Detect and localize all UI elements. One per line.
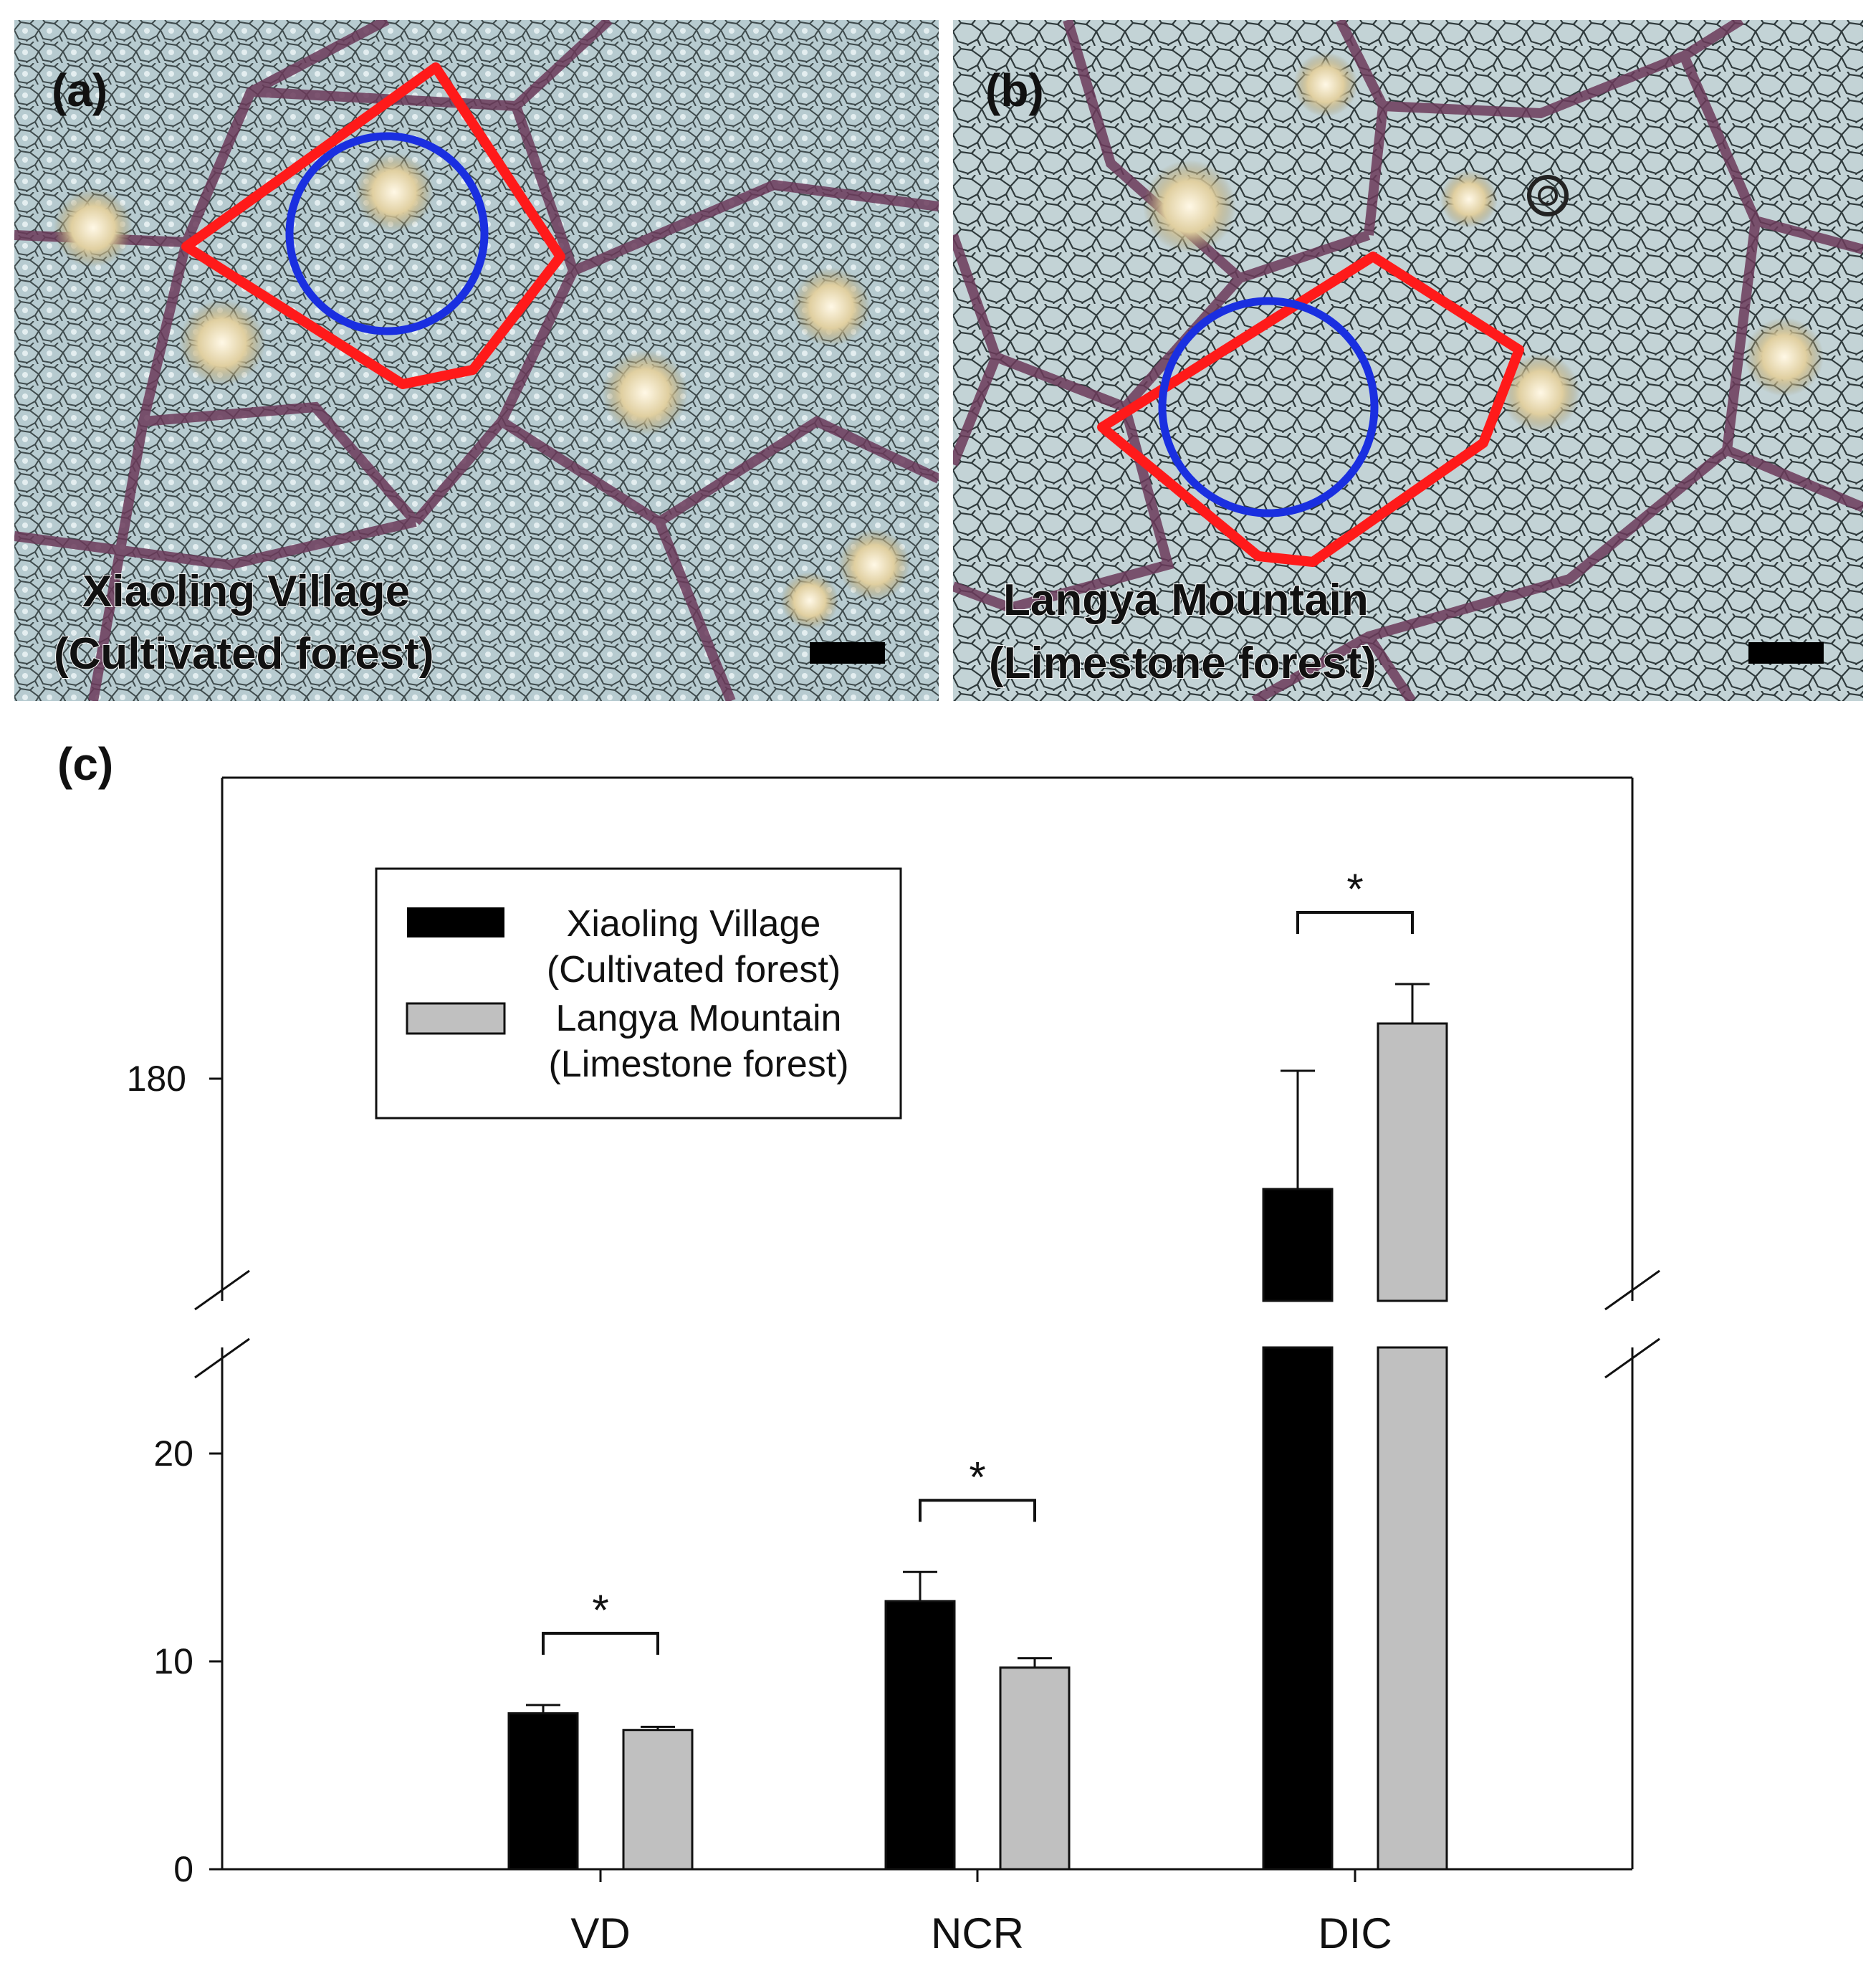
scale-bar-a (810, 642, 885, 664)
legend-label-2-line1: Langya Mountain (556, 998, 842, 1039)
category-label-dic: DIC (1318, 1909, 1392, 1957)
chart-bars (507, 1022, 1448, 1871)
legend-swatch-2 (406, 1002, 506, 1035)
y-tick-label-0: 0 (173, 1849, 193, 1889)
y-tick-label-20: 20 (153, 1433, 193, 1474)
region-circle-a (285, 132, 489, 335)
significance-bracket-dic (1296, 911, 1414, 934)
legend-label-2-line2: (Limestone forest) (548, 1044, 848, 1085)
region-polygon-b (1097, 252, 1524, 567)
region-polygon-a (181, 62, 565, 389)
axis-break-mark-right-2 (1604, 1337, 1660, 1379)
micrograph-b: (b) Langya Mountain (Limestone forest) (953, 20, 1863, 701)
bar-dic-series1-lower (1262, 1346, 1334, 1871)
axis-break-mark-left-1 (194, 1269, 250, 1311)
bar-ncr-series2 (999, 1666, 1071, 1871)
legend-label-1-line2: (Cultivated forest) (547, 949, 841, 991)
bar-dic-series2-upper (1377, 1022, 1448, 1302)
panel-letter-c: (c) (57, 738, 113, 790)
panel-letter-b: (b) (985, 65, 1044, 116)
legend-swatch-1 (407, 907, 504, 937)
bar-vd-series2 (622, 1729, 694, 1871)
chart-error-bars (526, 983, 1430, 1730)
chart-ticks: 0 10 20 180 (127, 1059, 1356, 1889)
caption-a-line2: (Cultivated forest) (54, 629, 434, 679)
caption-a-line1: Xiaoling Village (82, 567, 410, 616)
bar-ncr-series1 (884, 1600, 956, 1871)
significance-star-dic: * (1346, 865, 1363, 913)
y-tick-label-10: 10 (153, 1641, 193, 1681)
category-label-vd: VD (570, 1909, 630, 1957)
bar-vd-series1 (507, 1712, 579, 1871)
region-circle-b (1158, 297, 1379, 517)
caption-b-line1: Langya Mountain (1003, 576, 1369, 625)
scale-bar-b (1748, 642, 1824, 664)
significance-bracket-ncr (919, 1499, 1036, 1522)
legend: Xiaoling Village (Cultivated forest) Lan… (375, 867, 902, 1120)
bar-dic-series2-lower (1377, 1346, 1448, 1871)
axis-break-mark-left-2 (194, 1337, 250, 1379)
chart-significance: * * * (542, 865, 1414, 1655)
micrograph-a: (a) Xiaoling Village (Cultivated forest) (14, 20, 939, 701)
category-label-ncr: NCR (931, 1909, 1024, 1957)
significance-bracket-vd (542, 1631, 659, 1655)
bar-dic-series1-upper (1262, 1188, 1334, 1302)
significance-star-vd: * (592, 1586, 608, 1634)
caption-b-line2: (Limestone forest) (989, 639, 1377, 688)
axis-break-mark-right-1 (1604, 1269, 1660, 1311)
significance-star-ncr: * (969, 1453, 985, 1501)
legend-label-1-line1: Xiaoling Village (567, 903, 821, 945)
panel-letter-a: (a) (52, 65, 107, 116)
y-tick-label-180: 180 (127, 1059, 186, 1099)
